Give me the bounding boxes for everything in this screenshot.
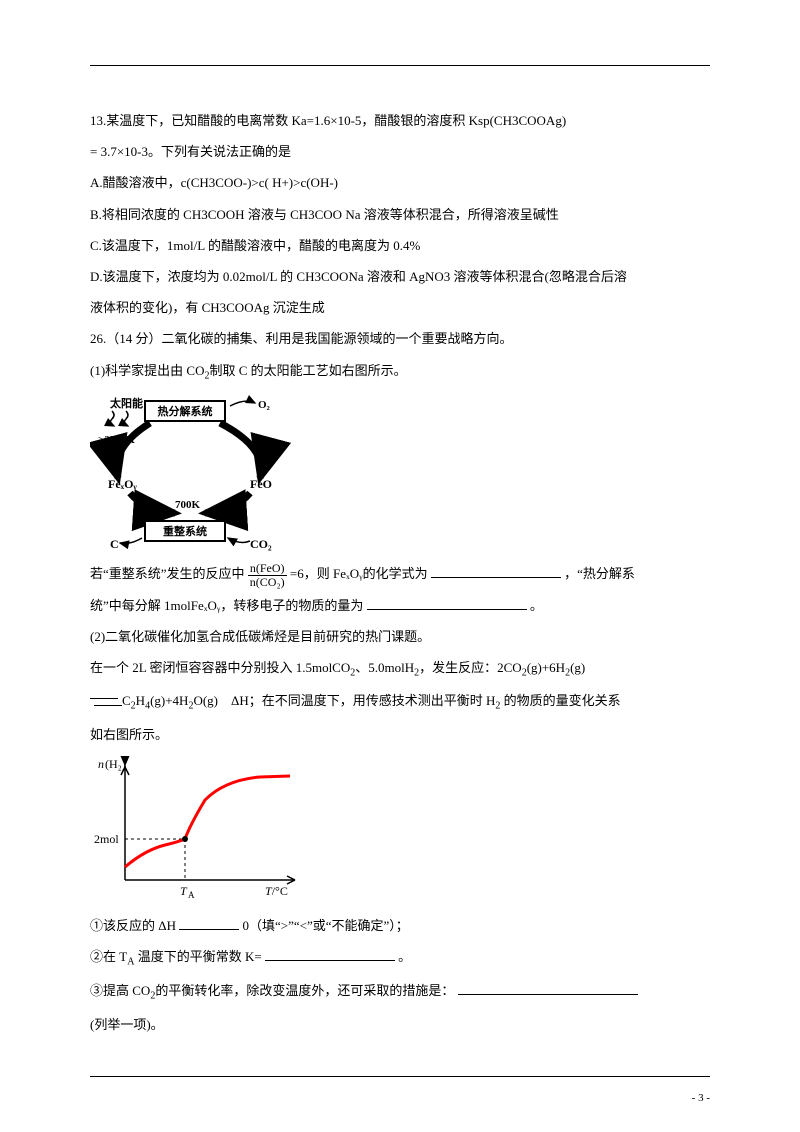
q13-optA: A.醋酸溶液中，c(CH3COO-)>c( H+)>c(OH-) — [90, 167, 710, 198]
q26-sub1: ①该反应的 ΔH 0（填“>”“<”或“不能确定”）； — [90, 910, 710, 941]
svg-text:重整系统: 重整系统 — [163, 524, 207, 538]
page-number: - 3 - — [692, 1092, 710, 1104]
t: 的平衡转化率，除改变温度外，还可采取的措施是： — [155, 983, 454, 998]
t: 、5.0molH — [355, 660, 414, 675]
q26-part1-q2: 统”中每分解 1molFeₓOᵧ，转移电子的物质的量为 。 — [90, 590, 710, 621]
content: 13.某温度下，已知醋酸的电离常数 Ka=1.6×10-5，醋酸银的溶度积 Ks… — [90, 105, 710, 1040]
t: 。 — [398, 949, 411, 964]
svg-text:n: n — [98, 757, 104, 771]
t: 0（填“>”“<”或“不能确定”）； — [243, 918, 409, 933]
svg-text:(H₂): (H₂) — [105, 757, 126, 771]
frac-top: n(FeO) — [248, 561, 287, 576]
q26-part2-l1: 在一个 2L 密闭恒容容器中分别投入 1.5molCO2、5.0molH2，发生… — [90, 652, 710, 686]
q26-part1-a: (1)科学家提出由 CO — [90, 363, 204, 378]
svg-text:T/°C: T/°C — [265, 884, 288, 898]
blank-k[interactable] — [265, 947, 395, 961]
t: (g)+4H — [150, 693, 188, 708]
t: (g)+6H — [527, 660, 565, 675]
q26-part2-l3: 如右图所示。 — [90, 719, 710, 750]
q13-optD: D.该温度下，浓度均为 0.02mol/L 的 CH3COONa 溶液和 AgN… — [90, 261, 710, 292]
svg-text:C: C — [110, 537, 119, 551]
fraction: n(FeO) n(CO₂) — [248, 561, 287, 590]
bottom-border — [90, 1076, 710, 1077]
q13-optD2: 液体积的变化)，有 CH3COOAg 沉淀生成 — [90, 292, 710, 323]
q13-optC: C.该温度下，1mol/L 的醋酸溶液中，醋酸的电离度为 0.4% — [90, 230, 710, 261]
svg-text:O₂: O₂ — [258, 399, 271, 411]
q26-sub3: ③提高 CO2的平衡转化率，除改变温度外，还可采取的措施是： — [90, 975, 710, 1009]
t: H — [136, 693, 145, 708]
frac-bot: n(CO₂) — [248, 575, 287, 589]
svg-text:T: T — [180, 884, 188, 898]
t: ①该反应的 ΔH — [90, 918, 176, 933]
t: =6，则 FeₓOᵧ的化学式为 — [290, 566, 428, 581]
q26-sub4: (列举一项)。 — [90, 1009, 710, 1040]
sun-label: 太阳能 — [109, 396, 143, 410]
q26-header: 26.（14 分）二氧化碳的捕集、利用是我国能源领域的一个重要战略方向。 — [90, 323, 710, 354]
equilibrium-graph: n (H₂) 2mol T A T/°C — [90, 755, 310, 905]
svg-text:2mol: 2mol — [94, 832, 119, 846]
svg-text:FeO: FeO — [250, 477, 272, 491]
equilibrium-arrow-icon — [90, 696, 122, 708]
t: (g) — [570, 660, 585, 675]
svg-text:700K: 700K — [175, 499, 201, 511]
q26-part2-l2: C2H4(g)+4H2O(g) ΔH；在不同温度下，用传感技术测出平衡时 H2 … — [90, 685, 710, 719]
q13-stem2: = 3.7×10-3。下列有关说法正确的是 — [90, 136, 710, 167]
q26-part1-b: 制取 C 的太阳能工艺如右图所示。 — [209, 363, 406, 378]
t: ②在 T — [90, 949, 127, 964]
q13-optB: B.将相同浓度的 CH3COOH 溶液与 CH3COO Na 溶液等体积混合，所… — [90, 199, 710, 230]
svg-text:CO₂: CO₂ — [250, 537, 272, 551]
t: 。 — [530, 598, 543, 613]
t: 统”中每分解 1molFeₓOᵧ，转移电子的物质的量为 — [90, 598, 363, 613]
t: 若“重整系统”发生的反应中 — [90, 566, 245, 581]
blank-formula[interactable] — [431, 564, 561, 578]
q13-stem: 13.某温度下，已知醋酸的电离常数 Ka=1.6×10-5，醋酸银的溶度积 Ks… — [90, 105, 710, 136]
svg-text:A: A — [188, 890, 195, 900]
svg-text:热分解系统: 热分解系统 — [158, 404, 213, 418]
top-border — [90, 65, 710, 66]
q26-part1: (1)科学家提出由 CO2制取 C 的太阳能工艺如右图所示。 — [90, 355, 710, 389]
blank-electrons[interactable] — [367, 596, 527, 610]
blank-measure[interactable] — [458, 981, 638, 995]
t: 的物质的量变化关系 — [500, 693, 620, 708]
q26-part2: (2)二氧化碳催化加氢合成低碳烯烃是目前研究的热门课题。 — [90, 621, 710, 652]
t: 在一个 2L 密闭恒容容器中分别投入 1.5molCO — [90, 660, 350, 675]
t: ③提高 CO — [90, 983, 150, 998]
t: ，“热分解系 — [564, 566, 635, 581]
t: C — [122, 693, 131, 708]
t: 温度下的平衡常数 K= — [134, 949, 261, 964]
svg-text:FeₓOᵧ: FeₓOᵧ — [108, 477, 137, 491]
cycle-diagram: 太阳能 热分解系统 O₂ >2300K FeₓOᵧ FeO — [90, 393, 300, 553]
blank-dh[interactable] — [179, 916, 239, 930]
q26-part1-q1: 若“重整系统”发生的反应中 n(FeO) n(CO₂) =6，则 FeₓOᵧ的化… — [90, 558, 710, 589]
t: O(g) ΔH；在不同温度下，用传感技术测出平衡时 H — [193, 693, 495, 708]
q26-sub2: ②在 TA 温度下的平衡常数 K= 。 — [90, 941, 710, 975]
t: ，发生反应：2CO — [419, 660, 522, 675]
